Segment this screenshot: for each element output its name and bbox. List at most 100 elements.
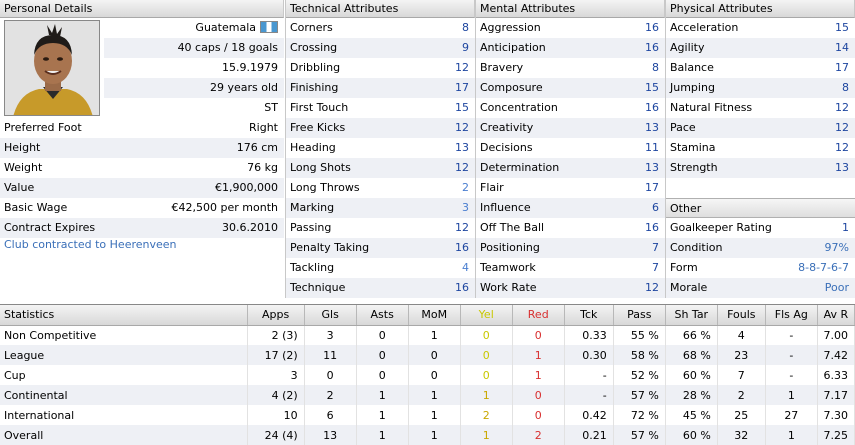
- attribute-label: Creativity: [480, 121, 534, 134]
- attribute-label: Pace: [670, 121, 696, 134]
- personal-label: Height: [4, 141, 41, 154]
- table-row: Continental 4 (2) 2 1 1 1 0 - 57 % 28 % …: [0, 385, 855, 405]
- stat-competition: League: [0, 345, 248, 365]
- attribute-label: Balance: [670, 61, 714, 74]
- stat-pass: 58 %: [613, 345, 666, 365]
- attribute-row: Anticipation 16: [476, 38, 665, 58]
- personal-row: Contract Expires 30.6.2010: [0, 218, 284, 238]
- attribute-value: 7: [652, 261, 659, 274]
- attribute-label: Penalty Taking: [290, 241, 370, 254]
- stat-pass: 72 %: [613, 405, 666, 425]
- technical-attributes-panel: Technical Attributes Corners 8 Crossing 9 …: [285, 0, 475, 298]
- personal-value: €1,900,000: [215, 181, 278, 194]
- column-header-apps[interactable]: Apps: [247, 305, 305, 326]
- stat-fouls-against: -: [765, 345, 818, 365]
- stat-assists: 0: [356, 325, 409, 345]
- attribute-value: 6: [652, 201, 659, 214]
- stat-red: 0: [512, 325, 565, 345]
- attribute-value: 12: [455, 221, 469, 234]
- column-header-pass[interactable]: Pass: [613, 305, 666, 326]
- attribute-row: Strength 13: [666, 158, 855, 178]
- personal-label: Preferred Foot: [4, 121, 82, 134]
- stat-competition: Cup: [0, 365, 248, 385]
- attribute-value: 3: [462, 201, 469, 214]
- personal-row: Basic Wage €42,500 per month: [0, 198, 284, 218]
- stat-red: 1: [512, 345, 565, 365]
- personal-label: Basic Wage: [4, 201, 68, 214]
- caps-row: 40 caps / 18 goals: [104, 38, 284, 58]
- attribute-value: 12: [455, 61, 469, 74]
- attribute-value: 12: [835, 141, 849, 154]
- stat-apps: 24 (4): [247, 425, 305, 445]
- stat-yellow: 1: [460, 385, 513, 405]
- attribute-label: Flair: [480, 181, 504, 194]
- other-label: Morale: [670, 281, 708, 294]
- stat-yellow: 0: [460, 325, 513, 345]
- stat-mom: 0: [408, 365, 461, 385]
- attribute-label: Free Kicks: [290, 121, 346, 134]
- attribute-value: 17: [835, 61, 849, 74]
- goalkeeper-rating-value: 1: [842, 221, 849, 234]
- attribute-label: Dribbling: [290, 61, 341, 74]
- attribute-value: 15: [645, 81, 659, 94]
- attribute-row: Penalty Taking 16: [286, 238, 475, 258]
- stat-apps: 2 (3): [247, 325, 305, 345]
- column-header-goals[interactable]: Gls: [304, 305, 357, 326]
- stat-fouls: 2: [717, 385, 766, 405]
- attribute-value: 16: [645, 21, 659, 34]
- column-header-statistics[interactable]: Statistics: [0, 305, 248, 326]
- stat-mom: 1: [408, 325, 461, 345]
- attribute-label: Off The Ball: [480, 221, 545, 234]
- technical-attributes-header: Technical Attributes: [286, 0, 475, 18]
- column-header-red[interactable]: Red: [512, 305, 565, 326]
- attribute-value: 9: [462, 41, 469, 54]
- stat-tackles: -: [564, 365, 614, 385]
- dob-text: 15.9.1979: [222, 61, 278, 74]
- stat-fouls-against: 1: [765, 425, 818, 445]
- attribute-value: 17: [455, 81, 469, 94]
- column-header-yellow[interactable]: Yel: [460, 305, 513, 326]
- attribute-row: Balance 17: [666, 58, 855, 78]
- attribute-row: Stamina 12: [666, 138, 855, 158]
- column-header-tackles[interactable]: Tck: [564, 305, 614, 326]
- age-text: 29 years old: [209, 81, 278, 94]
- stat-tackles: 0.33: [564, 325, 614, 345]
- attribute-label: First Touch: [290, 101, 349, 114]
- attribute-label: Composure: [480, 81, 543, 94]
- club-contract-link[interactable]: Club contracted to Heerenveen: [4, 238, 177, 251]
- stat-apps: 17 (2): [247, 345, 305, 365]
- condition-value: 97%: [824, 241, 849, 254]
- attribute-value: 16: [645, 41, 659, 54]
- column-header-average-rating[interactable]: Av R: [817, 305, 855, 326]
- physical-attributes-panel: Physical Attributes Acceleration 15 Agili…: [665, 0, 855, 298]
- column-header-fouls[interactable]: Fouls: [717, 305, 766, 326]
- attribute-label: Anticipation: [480, 41, 546, 54]
- attribute-label: Tackling: [290, 261, 335, 274]
- column-header-mom[interactable]: MoM: [408, 305, 461, 326]
- other-label: Form: [670, 261, 698, 274]
- stat-shots-on-target: 45 %: [665, 405, 718, 425]
- attribute-row: Dribbling 12: [286, 58, 475, 78]
- attribute-label: Determination: [480, 161, 560, 174]
- stat-goals: 6: [304, 405, 357, 425]
- attribute-row: Aggression 16: [476, 18, 665, 38]
- stat-assists: 1: [356, 405, 409, 425]
- stat-assists: 0: [356, 365, 409, 385]
- stat-average-rating: 7.30: [817, 405, 855, 425]
- attribute-label: Finishing: [290, 81, 339, 94]
- column-header-shots-on-target[interactable]: Sh Tar: [665, 305, 718, 326]
- table-row: Non Competitive 2 (3) 3 0 1 0 0 0.33 55 …: [0, 325, 855, 345]
- attribute-label: Natural Fitness: [670, 101, 753, 114]
- attribute-label: Teamwork: [480, 261, 536, 274]
- column-header-assists[interactable]: Asts: [356, 305, 409, 326]
- stat-average-rating: 6.33: [817, 365, 855, 385]
- attribute-row: Corners 8: [286, 18, 475, 38]
- stat-goals: 2: [304, 385, 357, 405]
- attribute-value: 2: [462, 181, 469, 194]
- column-header-fouls-against[interactable]: Fls Ag: [765, 305, 818, 326]
- attribute-label: Long Shots: [290, 161, 351, 174]
- stat-average-rating: 7.42: [817, 345, 855, 365]
- stat-tackles: 0.21: [564, 425, 614, 445]
- attribute-row: Creativity 13: [476, 118, 665, 138]
- stat-red: 1: [512, 365, 565, 385]
